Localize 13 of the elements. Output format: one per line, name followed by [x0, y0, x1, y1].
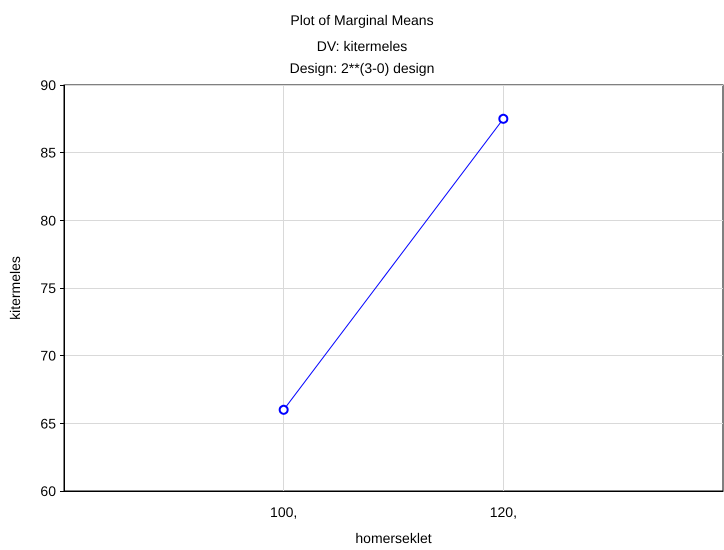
- y-tick-label: 65: [40, 415, 56, 432]
- y-tick-label: 60: [40, 483, 56, 499]
- y-tick-label: 90: [40, 77, 56, 93]
- chart-subtitle: DV: kitermeles Design: 2**(3-0) design: [290, 38, 434, 76]
- x-tick-label: 120,: [490, 504, 517, 520]
- chart-title: Plot of Marginal Means: [290, 12, 434, 28]
- x-axis-title: homerseklet: [355, 530, 432, 546]
- x-tick-label: 100,: [270, 504, 298, 520]
- y-tick-label: 75: [40, 280, 56, 296]
- y-tick-label: 85: [40, 144, 56, 161]
- y-axis-title: kitermeles: [7, 256, 23, 320]
- y-tick-label: 70: [40, 348, 56, 364]
- y-tick-label: 80: [40, 212, 56, 228]
